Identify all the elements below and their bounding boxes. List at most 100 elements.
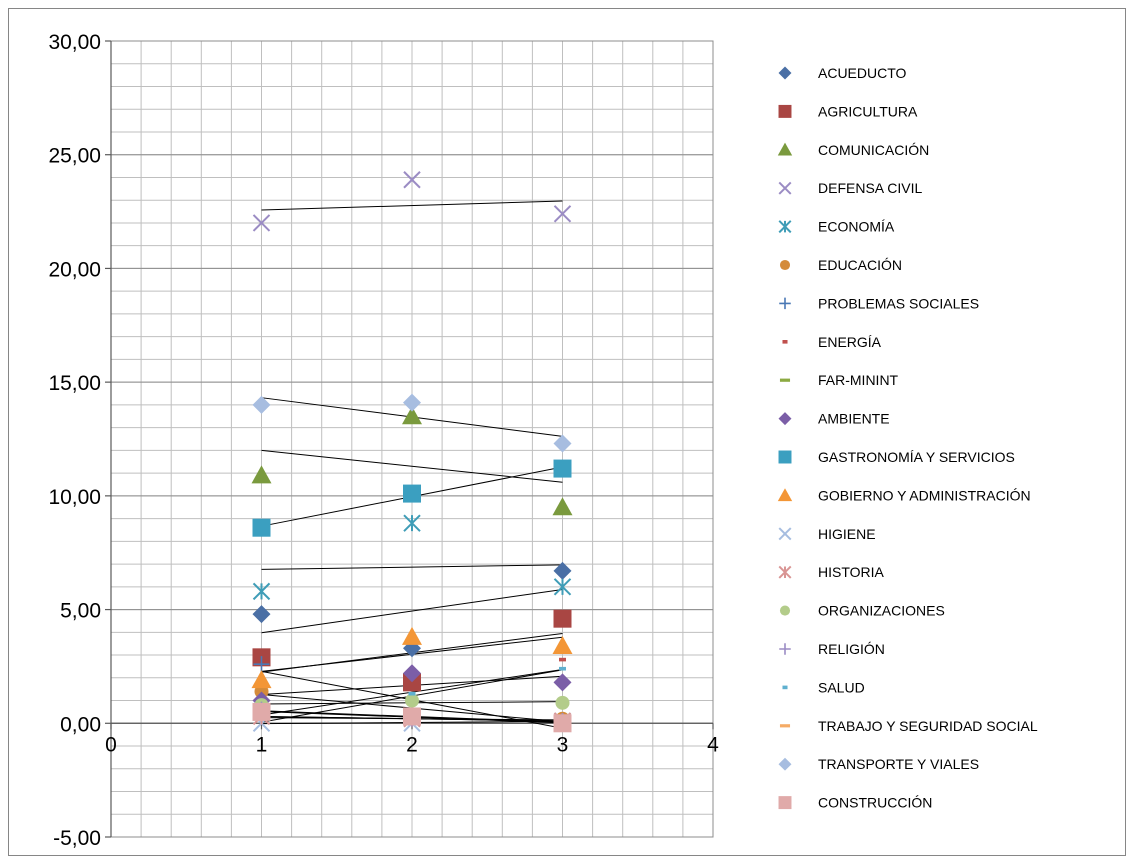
y-tick-label: 15,00 — [48, 372, 101, 395]
data-point — [403, 393, 421, 412]
data-point — [251, 465, 272, 484]
legend-label: HIGIENE — [818, 526, 876, 542]
y-tick-label: 10,00 — [48, 486, 101, 509]
data-points — [251, 171, 573, 733]
data-point — [408, 691, 416, 696]
legend-entry: ECONOMÍA — [778, 219, 895, 235]
data-point — [252, 702, 271, 721]
legend-label: TRANSPORTE Y VIALES — [818, 756, 979, 772]
legend-label: AMBIENTE — [818, 411, 890, 427]
legend-marker — [782, 340, 788, 344]
trendline — [261, 564, 563, 570]
data-point — [403, 484, 421, 503]
legend-entry: DEFENSA CIVIL — [778, 180, 922, 196]
legend-entry: GOBIERNO Y ADMINISTRACIÓN — [777, 487, 1031, 503]
legend-entry: RELIGIÓN — [779, 641, 885, 657]
x-tick-label: 2 — [406, 733, 418, 756]
legend-label: SALUD — [818, 679, 865, 695]
data-point — [252, 518, 271, 537]
legend-marker — [778, 66, 792, 80]
legend-label: CONSTRUCCIÓN — [818, 795, 932, 811]
x-tick-label: 3 — [557, 733, 569, 756]
data-point — [553, 714, 572, 733]
data-point — [251, 670, 272, 689]
y-tick-label: -5,00 — [53, 827, 101, 850]
legend-label: HISTORIA — [818, 564, 885, 580]
tick-labels: -5,00 0,00 5,00 10,00 15,00 20,00 25,00 30,00 0 1… — [48, 31, 719, 850]
legend-entry: ENERGÍA — [782, 334, 882, 350]
legend-label: FAR-MININT — [818, 372, 899, 388]
legend-entry: ORGANIZACIONES — [779, 603, 945, 619]
legend-entry: COMUNICACIÓN — [777, 142, 929, 158]
data-point — [552, 497, 573, 516]
legend-entry: TRABAJO Y SEGURIDAD SOCIAL — [779, 718, 1038, 734]
legend-entry: ACUEDUCTO — [778, 65, 907, 81]
legend-label: GOBIERNO Y ADMINISTRACIÓN — [818, 487, 1031, 503]
legend-label: COMUNICACIÓN — [818, 142, 929, 158]
legend-entry: HISTORIA — [778, 564, 885, 580]
data-point — [252, 395, 271, 414]
legend-label: AGRICULTURA — [818, 103, 918, 119]
scatter-chart: -5,00 0,00 5,00 10,00 15,00 20,00 25,00 30,00 0 1… — [48, 31, 1038, 850]
data-point — [402, 406, 422, 425]
data-point — [403, 514, 421, 532]
y-tick-label: 0,00 — [60, 713, 101, 736]
legend: ACUEDUCTO AGRICULTURA COMUNICACIÓN DEFENSA … — [777, 65, 1038, 811]
legend-marker — [779, 259, 791, 271]
x-tick-label: 1 — [256, 733, 268, 756]
data-point — [403, 171, 421, 189]
trendline — [261, 200, 563, 211]
chart-frame: -5,00 0,00 5,00 10,00 15,00 20,00 25,00 30,00 0 1… — [8, 8, 1126, 856]
data-point — [559, 666, 566, 671]
legend-marker — [777, 488, 793, 502]
legend-label: TRABAJO Y SEGURIDAD SOCIAL — [818, 718, 1038, 734]
data-point — [403, 673, 421, 692]
y-tick-label: 5,00 — [60, 600, 101, 623]
legend-label: ENERGÍA — [818, 334, 882, 350]
legend-marker — [778, 527, 792, 541]
legend-marker — [779, 605, 791, 616]
legend-entry: GASTRONOMÍA Y SERVICIOS — [778, 449, 1015, 465]
data-point — [553, 205, 572, 223]
data-point — [403, 707, 421, 726]
legend-label: RELIGIÓN — [818, 641, 885, 657]
data-point — [553, 434, 572, 453]
gridlines — [110, 40, 714, 838]
data-point — [402, 626, 422, 645]
legend-entry: AMBIENTE — [778, 411, 890, 427]
data-point — [252, 582, 271, 601]
legend-entry: CONSTRUCCIÓN — [778, 795, 932, 811]
trendline — [261, 588, 563, 634]
legend-label: GASTRONOMÍA Y SERVICIOS — [818, 449, 1015, 465]
y-tick-label: 20,00 — [48, 258, 101, 281]
legend-marker — [778, 181, 792, 195]
data-point — [252, 605, 271, 624]
data-point — [559, 657, 566, 662]
legend-label: ACUEDUCTO — [818, 65, 907, 81]
x-tick-label: 0 — [105, 733, 117, 756]
data-point — [405, 693, 419, 708]
x-tick-label: 4 — [707, 733, 719, 756]
legend-entry: FAR-MININT — [779, 372, 899, 388]
legend-marker — [779, 297, 791, 310]
legend-entry: AGRICULTURA — [778, 103, 918, 119]
legend-label: ORGANIZACIONES — [818, 603, 945, 619]
legend-marker — [778, 220, 792, 234]
legend-marker — [778, 757, 792, 771]
legend-marker — [779, 643, 791, 655]
legend-label: DEFENSA CIVIL — [818, 180, 922, 196]
data-point — [403, 664, 421, 683]
legend-label: ECONOMÍA — [818, 219, 895, 235]
legend-marker — [778, 450, 792, 464]
data-point — [253, 656, 270, 673]
data-point — [553, 609, 572, 628]
y-tick-label: 25,00 — [48, 145, 101, 168]
data-point — [553, 459, 572, 478]
data-point — [553, 578, 572, 596]
legend-marker — [778, 412, 792, 426]
data-point — [553, 561, 572, 580]
legend-label: PROBLEMAS SOCIALES — [818, 295, 979, 311]
legend-marker — [778, 796, 792, 810]
legend-entry: EDUCACIÓN — [779, 257, 902, 273]
legend-marker — [782, 685, 788, 690]
